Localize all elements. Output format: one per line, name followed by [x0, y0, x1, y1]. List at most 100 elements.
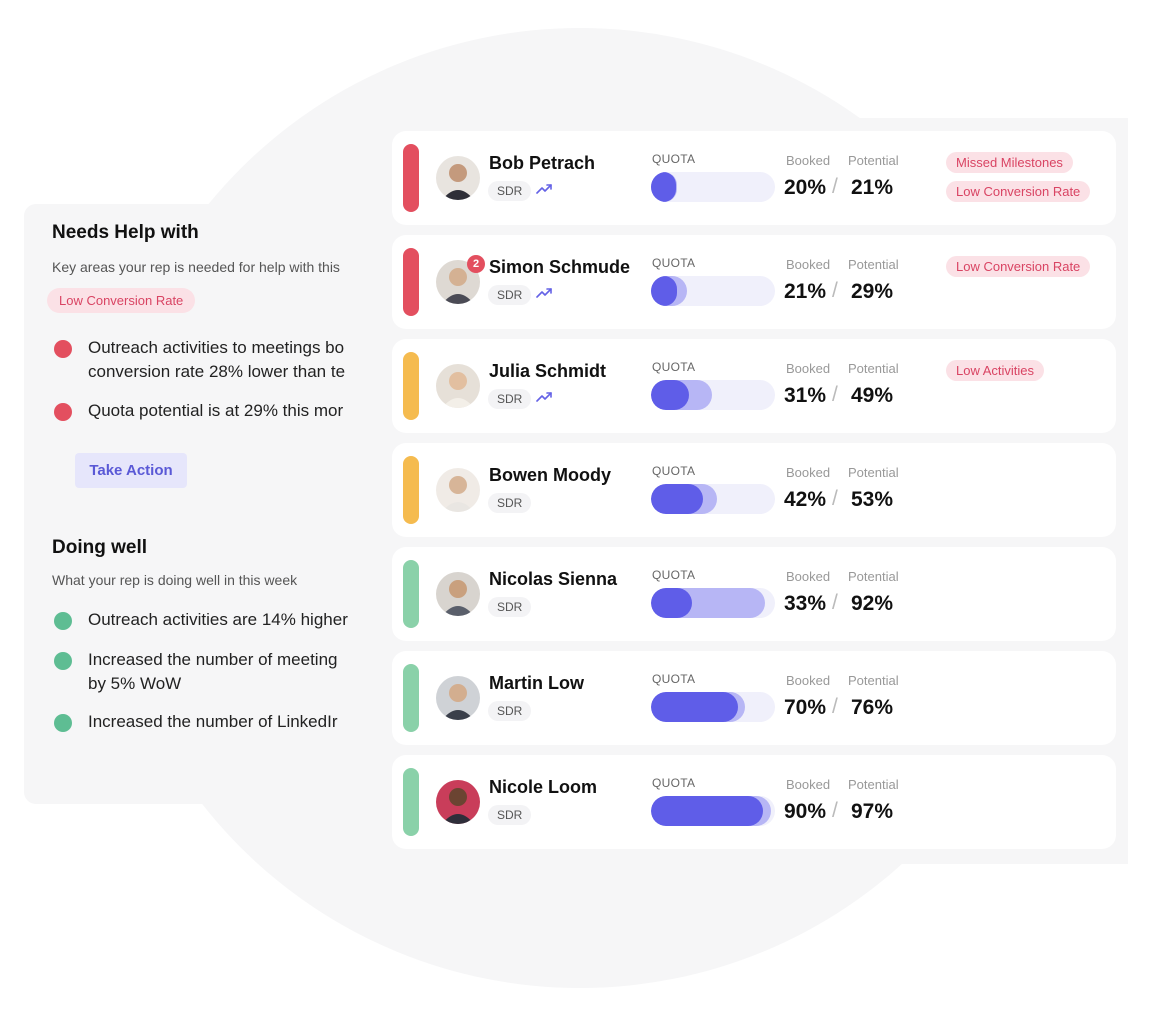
- rep-name[interactable]: Simon Schmude: [489, 257, 631, 277]
- doing-well-title: Doing well: [52, 537, 147, 558]
- issue-tag: Low Conversion Rate: [946, 181, 1091, 202]
- quota-booked-fill: [651, 692, 738, 722]
- trending-up-icon: [536, 392, 552, 402]
- rep-insights-panel: Needs Help with Key areas your rep is ne…: [24, 204, 404, 804]
- quota-booked-fill: [651, 276, 678, 306]
- booked-value: 70%: [784, 696, 827, 719]
- quota-progress-bar: [651, 276, 775, 306]
- status-indicator: [403, 456, 419, 524]
- rep-name[interactable]: Bob Petrach: [489, 153, 596, 173]
- doing-well-item: Increased the number of LinkedIr: [54, 710, 337, 734]
- rep-name[interactable]: Nicolas Sienna: [489, 569, 618, 589]
- rep-card[interactable]: Nicole Loom SDR QUOTA Booked Potential 9…: [392, 755, 1116, 849]
- avatar[interactable]: [436, 572, 480, 616]
- booked-label: Booked: [786, 569, 831, 584]
- quota-booked-fill: [651, 588, 692, 618]
- quota-label: QUOTA: [652, 776, 696, 790]
- rep-card[interactable]: Martin Low SDR QUOTA Booked Potential 70…: [392, 651, 1116, 745]
- needs-help-subtitle: Key areas your rep is needed for help wi…: [52, 259, 340, 275]
- avatar[interactable]: [436, 260, 480, 304]
- status-indicator: [403, 768, 419, 836]
- role-badge: SDR: [488, 805, 532, 825]
- potential-value: 29%: [851, 280, 894, 303]
- status-indicator: [403, 248, 419, 316]
- rep-card[interactable]: Nicolas Sienna SDR QUOTA Booked Potentia…: [392, 547, 1116, 641]
- rep-card[interactable]: Bob Petrach SDR QUOTA Booked Potential 2…: [392, 131, 1116, 225]
- needs-help-item: Outreach activities to meetings bo conve…: [54, 336, 345, 384]
- issue-tags: Low Activities: [946, 360, 1045, 389]
- status-indicator: [403, 560, 419, 628]
- potential-label: Potential: [848, 361, 899, 376]
- status-indicator: [403, 352, 419, 420]
- success-dot-icon: [54, 714, 72, 732]
- rep-name[interactable]: Martin Low: [489, 673, 584, 693]
- avatar[interactable]: [436, 676, 480, 720]
- avatar[interactable]: [436, 468, 480, 512]
- trending-up-icon: [536, 288, 552, 298]
- value-separator: /: [832, 175, 838, 198]
- rep-name[interactable]: Nicole Loom: [489, 777, 598, 797]
- rep-name[interactable]: Bowen Moody: [489, 465, 611, 485]
- quota-label: QUOTA: [652, 672, 696, 686]
- avatar[interactable]: [436, 156, 480, 200]
- success-dot-icon: [54, 612, 72, 630]
- booked-label: Booked: [786, 257, 831, 272]
- rep-card[interactable]: Bowen Moody SDR QUOTA Booked Potential 4…: [392, 443, 1116, 537]
- avatar[interactable]: [436, 364, 480, 408]
- booked-label: Booked: [786, 153, 831, 168]
- value-separator: /: [832, 383, 838, 406]
- value-separator: /: [832, 799, 838, 822]
- issue-tag: Missed Milestones: [946, 152, 1073, 173]
- quota-progress-bar: [651, 380, 775, 410]
- potential-value: 92%: [851, 592, 894, 615]
- potential-label: Potential: [848, 777, 899, 792]
- status-indicator: [403, 144, 419, 212]
- booked-label: Booked: [786, 673, 831, 688]
- rep-card[interactable]: Simon Schmude SDR QUOTA Booked Potential…: [392, 235, 1116, 329]
- value-separator: /: [832, 695, 838, 718]
- doing-well-item: Increased the number of meeting by 5% Wo…: [54, 648, 337, 696]
- potential-value: 49%: [851, 384, 894, 407]
- alert-dot-icon: [54, 403, 72, 421]
- quota-booked-fill: [651, 484, 704, 514]
- value-separator: /: [832, 279, 838, 302]
- role-badge: SDR: [488, 493, 532, 513]
- potential-label: Potential: [848, 153, 899, 168]
- booked-value: 20%: [784, 176, 827, 199]
- booked-value: 21%: [784, 280, 827, 303]
- role-badge: SDR: [488, 701, 532, 721]
- needs-help-title: Needs Help with: [52, 222, 199, 243]
- quota-label: QUOTA: [652, 568, 696, 582]
- quota-progress-bar: [651, 172, 775, 202]
- avatar[interactable]: [436, 780, 480, 824]
- doing-well-subtitle: What your rep is doing well in this week: [52, 572, 298, 588]
- rep-card[interactable]: Julia Schmidt SDR QUOTA Booked Potential…: [392, 339, 1116, 433]
- potential-value: 53%: [851, 488, 894, 511]
- issue-tags: Low Conversion Rate: [946, 256, 1091, 285]
- booked-value: 90%: [784, 800, 827, 823]
- potential-label: Potential: [848, 673, 899, 688]
- quota-progress-bar: [651, 484, 775, 514]
- quota-label: QUOTA: [652, 256, 696, 270]
- role-badge: SDR: [488, 389, 532, 409]
- success-dot-icon: [54, 652, 72, 670]
- quota-label: QUOTA: [652, 360, 696, 374]
- potential-label: Potential: [848, 465, 899, 480]
- potential-label: Potential: [848, 569, 899, 584]
- potential-value: 21%: [851, 176, 894, 199]
- needs-help-tag: Low Conversion Rate: [47, 288, 196, 313]
- booked-value: 42%: [784, 488, 827, 511]
- trending-up-icon: [536, 184, 552, 194]
- issue-tag: Low Activities: [946, 360, 1045, 381]
- take-action-button[interactable]: Take Action: [75, 453, 187, 488]
- issue-tag: Low Conversion Rate: [946, 256, 1091, 277]
- quota-progress-bar: [651, 692, 775, 722]
- role-badge: SDR: [488, 597, 532, 617]
- value-separator: /: [832, 591, 838, 614]
- quota-label: QUOTA: [652, 152, 696, 166]
- potential-value: 76%: [851, 696, 894, 719]
- doing-well-item: Outreach activities are 14% higher: [54, 608, 348, 632]
- issue-tags: Missed Milestones Low Conversion Rate: [946, 152, 1091, 210]
- booked-label: Booked: [786, 465, 831, 480]
- rep-name[interactable]: Julia Schmidt: [489, 361, 607, 381]
